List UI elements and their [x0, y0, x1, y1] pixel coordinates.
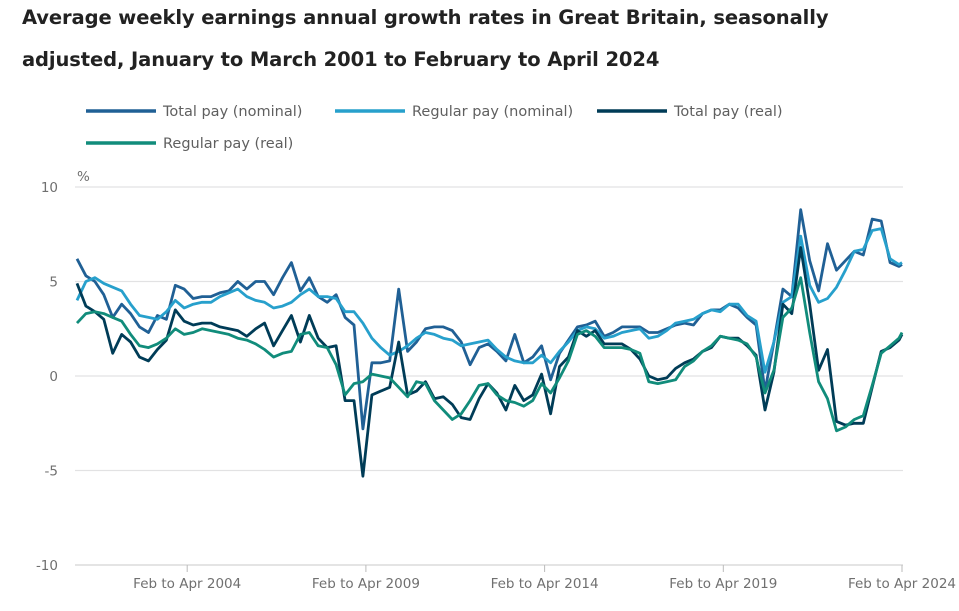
legend: Total pay (nominal) Regular pay (nominal)…: [86, 104, 783, 152]
x-tick-label: Feb to Apr 2014: [491, 576, 599, 592]
series-lines: [75, 208, 904, 478]
x-axis: Feb to Apr 2004 Feb to Apr 2009 Feb to Apr…: [75, 564, 956, 592]
y-tick-label: -10: [36, 558, 58, 574]
x-tick-label: Feb to Apr 2019: [669, 576, 777, 592]
legend-label: Regular pay (nominal): [412, 104, 573, 120]
y-tick-label: 0: [49, 369, 58, 385]
legend-label: Regular pay (real): [163, 136, 293, 152]
gridlines: [75, 186, 903, 566]
legend-label: Total pay (real): [673, 104, 783, 120]
series-line-regular-pay-real: [75, 276, 904, 433]
legend-item[interactable]: Total pay (real): [597, 104, 783, 120]
x-tick-label: Feb to Apr 2004: [133, 576, 241, 592]
y-tick-label: 5: [49, 275, 58, 291]
legend-item[interactable]: Regular pay (real): [86, 136, 293, 152]
chart-title-line-1: Average weekly earnings annual growth ra…: [22, 6, 829, 29]
legend-item[interactable]: Total pay (nominal): [86, 104, 302, 120]
series-line-total-pay-nominal: [75, 208, 903, 431]
legend-item[interactable]: Regular pay (nominal): [335, 104, 573, 120]
legend-label: Total pay (nominal): [162, 104, 302, 120]
y-tick-label: 10: [41, 180, 58, 196]
x-tick-label: Feb to Apr 2009: [312, 576, 420, 592]
series-line-regular-pay-nominal: [75, 227, 903, 374]
y-axis-unit-label: %: [77, 169, 90, 185]
chart-title-line-2: adjusted, January to March 2001 to Febru…: [22, 48, 660, 71]
x-tick-label: Feb to Apr 2024: [848, 576, 956, 592]
y-axis: 10 5 0 -5 -10: [36, 180, 58, 574]
y-tick-label: -5: [45, 464, 58, 480]
